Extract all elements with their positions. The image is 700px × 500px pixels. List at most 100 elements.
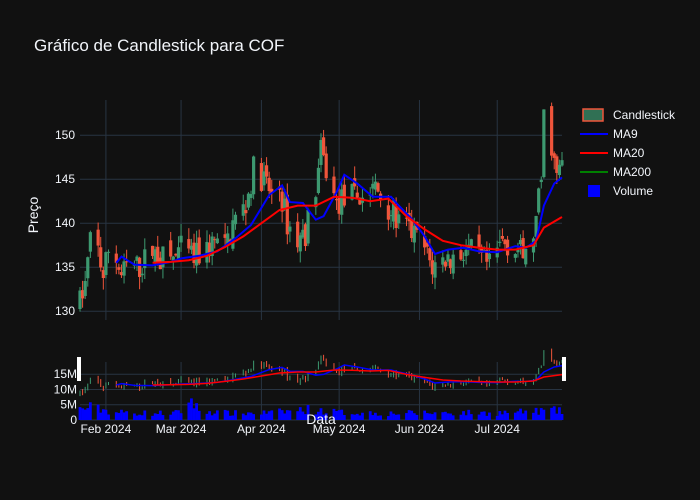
volume-bar <box>317 411 320 420</box>
candle-body <box>114 253 118 263</box>
volume-bar <box>114 412 118 420</box>
candle-body <box>321 137 326 156</box>
volume-bar <box>392 413 395 420</box>
range-slider-handle-left[interactable] <box>77 357 81 381</box>
candle-body <box>340 189 344 215</box>
candle-body <box>262 171 266 186</box>
candle-body <box>534 215 538 237</box>
legend-label[interactable]: Volume <box>613 184 653 198</box>
candle-body <box>189 245 194 250</box>
candle-body <box>557 164 562 176</box>
volume-bar <box>332 408 336 420</box>
legend-label[interactable]: MA200 <box>613 165 651 179</box>
candle-body <box>539 179 543 183</box>
legend-label[interactable]: MA9 <box>613 127 638 141</box>
volume-bar <box>552 406 556 420</box>
volume-bar <box>407 410 411 420</box>
volume-bar <box>433 412 437 420</box>
x-axis-label: Data <box>306 411 336 427</box>
volume-bar <box>451 415 455 420</box>
volume-bar <box>213 413 217 420</box>
volume-bar <box>262 410 266 420</box>
candle-body <box>86 257 90 279</box>
volume-bar <box>322 414 325 420</box>
volume-bar <box>210 415 214 420</box>
volume-bar <box>342 415 346 420</box>
candle-body <box>301 229 305 238</box>
candle-body <box>280 191 284 212</box>
volume-bar <box>482 411 486 420</box>
candle-body <box>394 206 398 229</box>
x-tick-label: Jun 2024 <box>395 422 445 436</box>
candle-body <box>171 256 175 261</box>
y-axis-label: Preço <box>25 197 41 234</box>
x-ticks: Feb 2024 Mar 2024 Apr 2024 May 2024 Jun 2024… <box>81 422 521 436</box>
volume-bar <box>335 410 338 420</box>
volume-bar <box>394 414 398 420</box>
volume-bar <box>306 405 310 420</box>
candle-body <box>342 184 346 206</box>
ma20-mini-line <box>152 369 563 386</box>
candle-body <box>459 250 463 260</box>
candle-body <box>83 280 87 296</box>
candle-body <box>469 239 473 248</box>
volume-bar <box>133 413 136 420</box>
candle-body <box>518 239 523 245</box>
range-slider-handle-right[interactable] <box>562 357 566 381</box>
volume-bar <box>298 407 302 420</box>
price-y-tick-label: 135 <box>55 260 75 274</box>
candle-body <box>316 167 321 194</box>
volume-bar <box>324 413 328 420</box>
x-tick-label: Jul 2024 <box>475 422 521 436</box>
volume-panel-lines <box>116 364 563 387</box>
volume-bar <box>195 403 199 420</box>
candle-body <box>555 156 559 173</box>
candle-body <box>96 229 100 246</box>
volume-bar <box>192 408 196 420</box>
volume-bar <box>270 410 274 420</box>
volume-bar <box>244 415 248 420</box>
volume-bar <box>215 410 219 420</box>
candle-body <box>285 194 289 235</box>
volume-bar <box>143 410 147 420</box>
volume-bar <box>560 413 564 420</box>
volume-bar <box>353 414 357 420</box>
volume-bar <box>288 410 292 420</box>
volume-bar <box>542 409 546 420</box>
x-tick-label: Feb 2024 <box>81 422 132 436</box>
candle-body <box>249 194 253 198</box>
volume-y-tick-label: 0 <box>70 413 77 427</box>
candle-body <box>259 163 263 191</box>
candle-body <box>524 248 528 265</box>
volume-bar <box>410 410 414 420</box>
candle-body <box>80 290 85 299</box>
candle-body <box>140 273 144 276</box>
volume-bar <box>205 413 209 420</box>
volume-bar <box>296 411 300 420</box>
volume-bar <box>539 408 543 420</box>
volume-y-tick-label: 10M <box>54 382 77 396</box>
volume-bar <box>190 398 193 420</box>
volume-bar <box>177 410 180 420</box>
volume-bar <box>495 415 499 420</box>
volume-bar <box>480 411 484 420</box>
candle-body <box>503 239 507 245</box>
legend-label[interactable]: MA20 <box>613 146 645 160</box>
price-candles <box>78 102 564 312</box>
candle-body <box>99 247 103 268</box>
volume-bar <box>99 412 103 420</box>
volume-bar <box>506 412 509 420</box>
candle-body <box>332 176 336 194</box>
legend-label[interactable]: Candlestick <box>613 108 676 122</box>
volume-bar <box>107 414 110 420</box>
candle-body <box>412 225 416 243</box>
price-y-tick-label: 145 <box>55 172 75 186</box>
volume-bar <box>228 415 232 420</box>
volume-bar <box>534 407 538 420</box>
candle-body <box>560 160 564 166</box>
volume-bar <box>405 413 408 420</box>
volume-bar <box>117 412 121 420</box>
candle-body <box>513 254 517 258</box>
